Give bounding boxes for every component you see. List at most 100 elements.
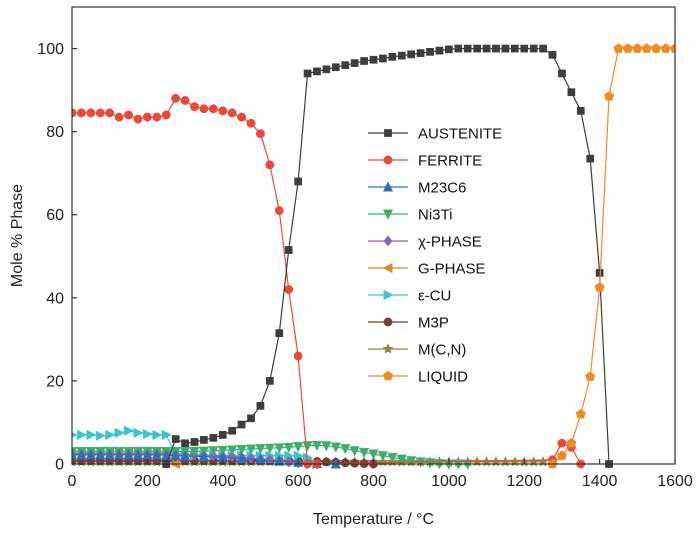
legend-marker xyxy=(383,155,393,165)
data-point-ferrite xyxy=(171,93,181,103)
data-point-ni3ti xyxy=(311,440,323,452)
legend-marker xyxy=(383,289,394,301)
data-point-austenite xyxy=(256,401,265,410)
data-point-cu xyxy=(133,427,144,438)
legend-marker xyxy=(383,235,393,247)
data-point-phase xyxy=(265,454,275,466)
data-point-austenite xyxy=(463,44,472,53)
data-point-austenite xyxy=(379,54,387,63)
legend-item-ni3ti: Ni3Ti xyxy=(368,207,452,224)
x-tick-label: 1200 xyxy=(506,473,542,490)
y-tick-label: 100 xyxy=(37,41,64,58)
y-axis-title: Mole % Phase xyxy=(9,184,26,287)
data-point-m23c6 xyxy=(104,449,115,460)
legend-marker xyxy=(382,181,394,192)
data-point-m23c6 xyxy=(151,449,162,460)
data-point-ni3ti xyxy=(424,458,436,469)
x-tick-label: 600 xyxy=(285,473,312,490)
data-point-austenite xyxy=(576,107,585,115)
data-point-ferrite xyxy=(227,108,237,118)
legend-item-m-c-n: M(C,N) xyxy=(368,342,466,359)
data-point-austenite xyxy=(322,65,331,74)
data-point-austenite xyxy=(567,88,576,97)
data-point-austenite xyxy=(209,433,218,442)
data-point-m23c6 xyxy=(274,455,285,466)
data-point-austenite xyxy=(416,49,425,57)
data-point-ferrite xyxy=(246,118,256,128)
data-point-liquid xyxy=(660,43,671,53)
data-point-austenite xyxy=(237,420,246,429)
data-point-austenite xyxy=(284,246,293,254)
data-point-ferrite xyxy=(180,96,190,105)
data-point-austenite xyxy=(548,50,557,59)
data-point-liquid xyxy=(651,43,662,53)
legend-item-g-phase: G-PHASE xyxy=(368,261,486,278)
data-point-m3p xyxy=(321,457,331,467)
data-point-ferrite xyxy=(208,104,218,114)
data-point-m23c6 xyxy=(179,450,191,461)
data-point-austenite xyxy=(266,377,274,385)
y-tick-label: 60 xyxy=(46,207,64,224)
data-point-ni3ti xyxy=(274,443,285,454)
legend-label: M(C,N) xyxy=(418,342,466,359)
data-point-austenite xyxy=(331,63,340,72)
data-point-m23c6 xyxy=(85,449,96,460)
data-point-ni3ti xyxy=(387,452,398,464)
data-point-austenite xyxy=(482,44,491,53)
y-tick-label: 40 xyxy=(46,290,64,307)
data-point-ferrite xyxy=(274,206,284,216)
data-point-austenite xyxy=(388,53,397,61)
data-point-austenite xyxy=(303,69,312,78)
data-point-austenite xyxy=(454,44,463,53)
legend-item-austenite: AUSTENITE xyxy=(368,126,502,143)
x-tick-label: 0 xyxy=(68,473,77,490)
legend-label: AUSTENITE xyxy=(418,126,502,143)
legend-item-liquid: LIQUID xyxy=(368,369,468,386)
data-point-austenite xyxy=(492,44,500,53)
data-point-cu xyxy=(76,429,88,441)
legend-label: LIQUID xyxy=(418,369,468,386)
y-tick-label: 0 xyxy=(55,457,64,474)
legend-item-phase: χ-PHASE xyxy=(368,234,482,251)
data-point-ni3ti xyxy=(377,451,389,462)
data-point-m23c6 xyxy=(123,449,134,460)
data-point-ferrite xyxy=(161,110,171,120)
data-point-ferrite xyxy=(95,108,105,118)
data-point-m-c-n xyxy=(537,456,549,467)
data-point-ferrite xyxy=(86,108,96,118)
data-point-austenite xyxy=(520,44,529,53)
data-point-phase xyxy=(227,450,237,463)
data-point-ni3ti xyxy=(406,456,417,467)
x-tick-label: 800 xyxy=(360,473,387,490)
data-point-cu xyxy=(142,428,154,440)
series-austenite xyxy=(162,44,613,468)
data-point-cu xyxy=(95,430,107,441)
data-point-austenite xyxy=(445,45,453,54)
data-point-austenite xyxy=(397,51,406,60)
data-point-ni3ti xyxy=(340,444,351,455)
data-point-cu xyxy=(105,429,116,441)
data-point-ni3ti xyxy=(283,442,294,454)
data-point-austenite xyxy=(228,426,237,435)
data-point-cu xyxy=(152,429,163,441)
data-point-austenite xyxy=(181,439,189,448)
data-point-liquid xyxy=(575,408,586,419)
data-point-liquid xyxy=(566,437,577,448)
data-point-ferrite xyxy=(142,112,152,122)
data-point-m-c-n xyxy=(509,456,521,467)
x-tick-label: 1000 xyxy=(431,473,467,490)
data-point-m-c-n xyxy=(528,456,540,467)
data-point-austenite xyxy=(529,44,538,53)
series-liquid xyxy=(547,43,675,469)
legend-marker xyxy=(384,129,392,137)
legend-item-m3p: M3P xyxy=(368,315,449,332)
data-point-cu xyxy=(124,425,135,436)
data-point-liquid xyxy=(585,371,596,382)
legend-label: G-PHASE xyxy=(418,261,486,278)
legend-item-ferrite: FERRITE xyxy=(368,153,482,170)
data-point-m23c6 xyxy=(95,449,106,460)
y-tick-label: 80 xyxy=(46,124,64,141)
data-point-austenite xyxy=(341,61,350,70)
series-m23c6 xyxy=(72,449,341,469)
